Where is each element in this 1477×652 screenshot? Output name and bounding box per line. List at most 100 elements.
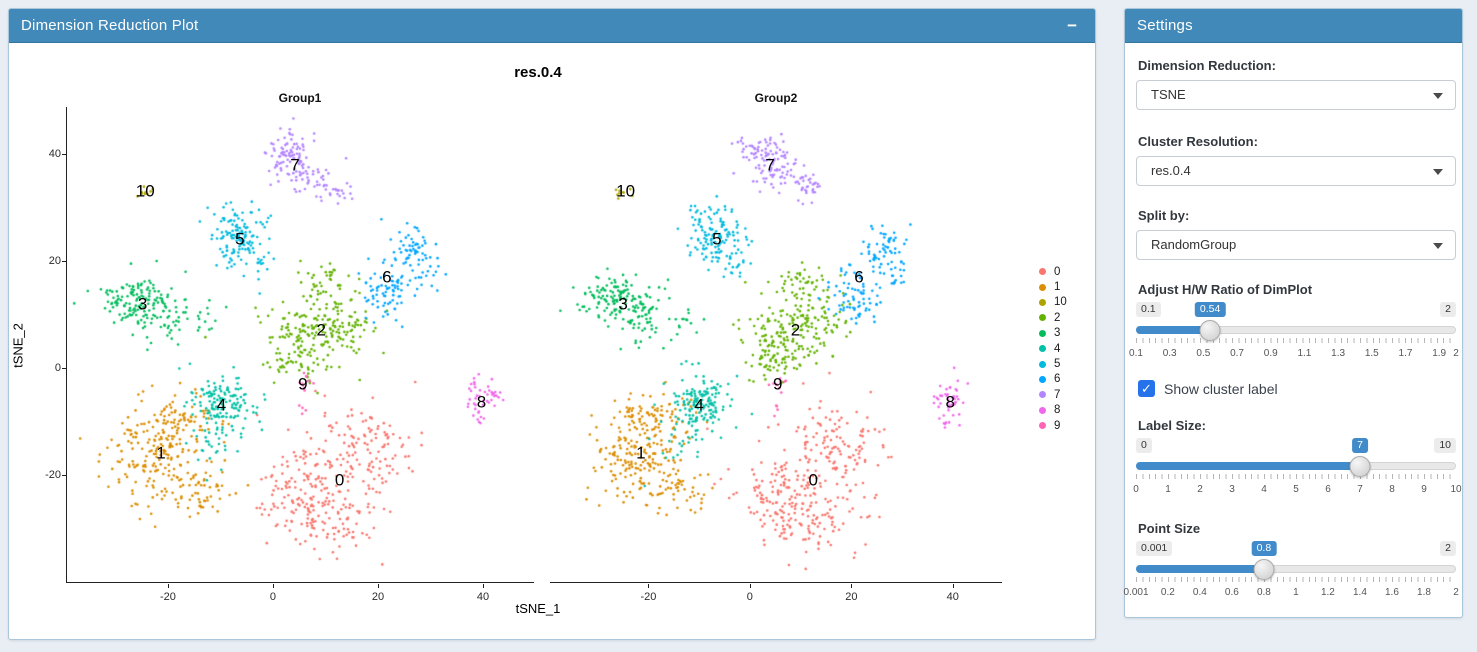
settings-panel-title: Settings	[1137, 17, 1193, 34]
slider-tick-label: 1.6	[1385, 587, 1399, 598]
cluster-label-10: 10	[135, 181, 155, 201]
cluster-label-5: 5	[712, 229, 722, 249]
cluster-label-0: 0	[334, 470, 345, 490]
cluster-label-10: 10	[616, 181, 636, 201]
cluster-label-2: 2	[790, 320, 801, 340]
checkbox-check-icon: ✓	[1138, 380, 1155, 397]
legend-label: 0	[1054, 265, 1061, 278]
cluster-label-7: 7	[290, 155, 300, 175]
settings-panel: Settings Dimension Reduction: TSNE Clust…	[1123, 8, 1463, 618]
show-cluster-label-checkbox[interactable]: ✓ Show cluster label	[1138, 380, 1278, 397]
slider-tick-label: 0	[1133, 484, 1139, 495]
x-tick-mark	[167, 584, 169, 588]
label-size-slider[interactable]: 0 10 7 0 1 2 3 4 5 6 7 8 9 10	[1133, 438, 1462, 502]
slider-tick-label: 0.6	[1224, 587, 1239, 598]
x-tick-mark	[648, 584, 650, 588]
slider-tick-label: 1.3	[1331, 348, 1346, 359]
slider-handle[interactable]	[1349, 456, 1371, 477]
legend-label: 10	[1054, 296, 1067, 309]
legend-dot	[1039, 268, 1046, 276]
slider-tick-label: 0.9	[1263, 348, 1278, 359]
slider-tick-label: 6	[1325, 484, 1331, 495]
slider-tick-strip	[1136, 577, 1456, 582]
cluster-label-5: 5	[235, 229, 245, 249]
legend-item-5: 5	[1039, 356, 1067, 371]
caret-down-icon	[1433, 243, 1443, 249]
slider-filled-bar	[1136, 462, 1360, 470]
legend-dot	[1039, 345, 1046, 353]
y-tick-label: -20	[45, 468, 61, 481]
cluster-label-7: 7	[765, 155, 775, 175]
slider-value-badge: 0.8	[1251, 541, 1277, 556]
legend-dot	[1039, 298, 1046, 306]
slider-handle[interactable]	[1199, 320, 1221, 341]
slider-tick-label: 0.3	[1162, 348, 1177, 359]
legend-label: 9	[1054, 419, 1061, 432]
legend-dot	[1039, 406, 1046, 414]
y-tick-mark	[62, 474, 66, 476]
legend-label: 8	[1054, 404, 1061, 417]
split-by-select[interactable]: RandomGroup	[1136, 230, 1456, 260]
collapse-panel-button[interactable]: −	[1061, 17, 1083, 34]
cluster-label-8: 8	[476, 392, 487, 412]
y-tick-label: 20	[48, 254, 61, 267]
legend-dot	[1039, 283, 1046, 291]
legend-dot	[1039, 422, 1046, 430]
x-tick-label: 40	[946, 591, 959, 603]
slider-tick-label: 9	[1421, 484, 1427, 495]
x-tick-label: 0	[746, 591, 753, 603]
cluster-label-3: 3	[618, 294, 628, 314]
legend-label: 3	[1054, 327, 1061, 340]
point-size-slider[interactable]: 0.001 2 0.8 0.001 0.2 0.4 0.6 0.8 1 1.2 1.4 1.6 1.8 2	[1123, 541, 1459, 605]
slider-tick-label: 1	[1293, 587, 1299, 598]
slider-value-badge: 7	[1352, 438, 1368, 453]
slider-tick-label: 4	[1261, 484, 1267, 495]
slider-tick-label: 0.001	[1123, 587, 1149, 598]
legend-item-3: 3	[1039, 326, 1067, 341]
legend-item-4: 4	[1039, 341, 1067, 356]
slider-max-label: 10	[1434, 438, 1456, 453]
cluster-resolution-label: Cluster Resolution:	[1138, 134, 1258, 149]
dimension-reduction-plot-panel: Dimension Reduction Plot − res.0.4 Group…	[8, 8, 1096, 640]
slider-tick-label: 1.9	[1432, 348, 1447, 359]
cluster-label-6: 6	[854, 267, 864, 287]
slider-tick-label: 0.7	[1230, 348, 1244, 359]
slider-tick-label: 0.5	[1196, 348, 1211, 359]
x-tick-label: -20	[640, 591, 657, 603]
y-tick-mark	[62, 260, 66, 262]
cluster-label-8: 8	[945, 392, 955, 412]
y-tick-mark	[62, 154, 66, 155]
x-tick-mark	[952, 584, 954, 588]
slider-filled-bar	[1136, 326, 1211, 334]
scatter-canvas-group1	[67, 107, 535, 583]
slider-min-label: 0	[1136, 438, 1152, 453]
legend-item-7: 7	[1039, 387, 1067, 402]
slider-tick-label: 1.7	[1398, 348, 1413, 359]
y-tick-mark	[62, 367, 66, 369]
legend-item-10: 10	[1039, 295, 1067, 310]
plot-panel-title: Dimension Reduction Plot	[21, 17, 199, 34]
slider-handle[interactable]	[1253, 559, 1275, 580]
legend-dot	[1039, 375, 1046, 383]
legend-dot	[1039, 360, 1046, 368]
cluster-label-6: 6	[382, 267, 392, 287]
caret-down-icon	[1433, 169, 1443, 175]
legend-label: 1	[1054, 281, 1061, 294]
dimension-reduction-value: TSNE	[1151, 87, 1186, 102]
slider-tick-label: 0.8	[1256, 587, 1271, 598]
slider-tick-label: 1.8	[1417, 587, 1431, 598]
cluster-label-0: 0	[808, 470, 819, 490]
slider-max-label: 2	[1440, 302, 1456, 317]
x-axis-label: tSNE_1	[515, 601, 561, 616]
dimension-reduction-select[interactable]: TSNE	[1136, 80, 1456, 110]
cluster-resolution-select[interactable]: res.0.4	[1136, 156, 1456, 186]
legend-label: 5	[1054, 358, 1061, 371]
facet-title-group1: Group1	[278, 91, 322, 105]
plot-panel-header: Dimension Reduction Plot −	[9, 9, 1095, 43]
y-tick-label: 40	[48, 148, 61, 160]
cluster-label-9: 9	[298, 374, 308, 394]
slider-min-label: 0.001	[1136, 541, 1173, 556]
hw-ratio-slider[interactable]: 0.1 2 0.54 0.1 0.3 0.5 0.7 0.9 1.1 1.3 1.5 1.7 1.9 2	[1129, 302, 1459, 366]
slider-tick-label: 2	[1453, 587, 1459, 598]
legend-item-1: 1	[1039, 279, 1067, 294]
